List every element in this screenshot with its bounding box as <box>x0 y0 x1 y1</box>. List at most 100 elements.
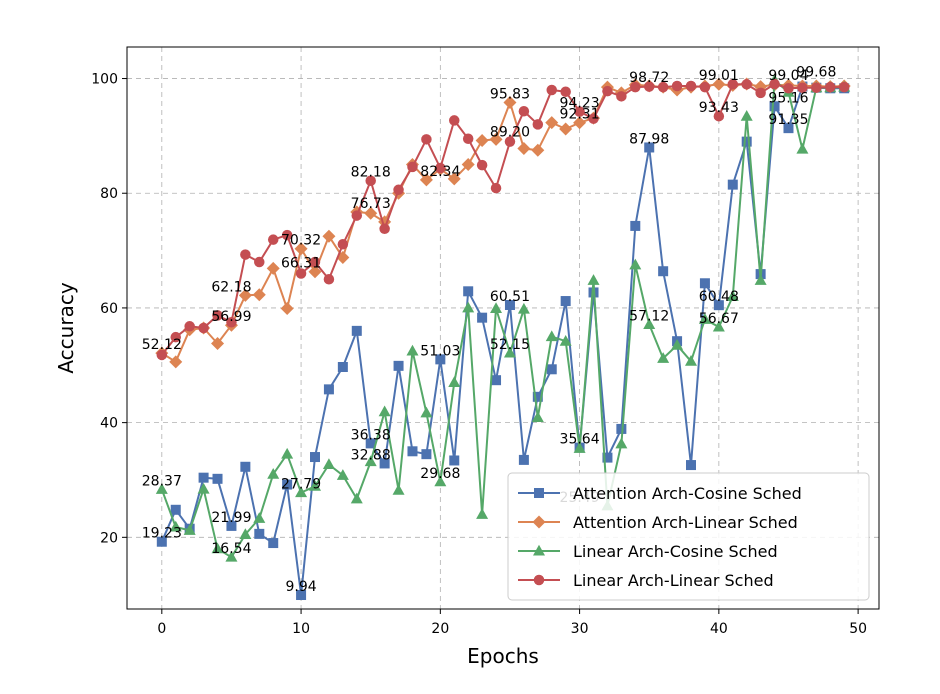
data-point <box>491 375 502 386</box>
data-point <box>323 274 335 285</box>
data-point <box>713 110 725 122</box>
data-point <box>671 80 683 92</box>
x-tick-label: 30 <box>571 621 589 637</box>
data-point <box>337 239 349 250</box>
data-point <box>169 355 183 369</box>
data-point <box>616 423 627 434</box>
data-point <box>420 406 433 418</box>
series-linear-arch-cosine-sched <box>155 74 851 562</box>
data-label: 99.68 <box>796 64 836 80</box>
data-label: 99.04 <box>768 68 808 84</box>
data-point <box>517 302 530 314</box>
data-point <box>644 142 655 153</box>
data-point <box>476 159 488 171</box>
data-point <box>266 261 280 275</box>
y-tick-label: 60 <box>100 301 118 317</box>
plot-frame <box>126 46 880 610</box>
data-point <box>309 480 321 491</box>
data-point <box>238 288 252 302</box>
data-label: 52.12 <box>142 337 182 353</box>
data-point <box>310 452 320 463</box>
data-point <box>657 81 669 93</box>
data-point <box>616 91 627 102</box>
data-point <box>587 274 600 285</box>
data-point <box>211 336 225 350</box>
data-point <box>322 458 335 469</box>
data-point <box>712 320 725 332</box>
data-label: 95.16 <box>768 90 808 106</box>
data-label: 60.51 <box>490 289 530 305</box>
data-point <box>573 116 587 130</box>
data-point <box>476 508 489 519</box>
x-tick-label: 50 <box>849 621 867 637</box>
series-attention-arch-linear-sched <box>155 77 851 369</box>
legend-marker <box>533 544 545 556</box>
data-point <box>462 301 475 313</box>
data-point <box>267 234 279 245</box>
series-lines <box>155 74 851 601</box>
data-point <box>447 172 461 186</box>
data-point <box>531 411 544 422</box>
series-line <box>160 79 845 559</box>
data-label: 62.18 <box>211 279 251 295</box>
data-point <box>323 384 334 395</box>
data-point <box>351 325 362 336</box>
data-label: 27.79 <box>281 477 321 493</box>
data-point <box>741 136 752 147</box>
data-point <box>226 520 237 531</box>
data-point <box>489 132 503 146</box>
data-point <box>475 133 489 147</box>
data-point <box>379 458 390 469</box>
data-point <box>407 446 418 457</box>
data-point <box>365 175 376 186</box>
data-point <box>503 346 516 358</box>
data-point <box>197 482 210 494</box>
data-point <box>546 84 557 96</box>
data-label: 89.20 <box>490 124 530 140</box>
data-point <box>657 352 670 363</box>
data-label: 29.68 <box>420 466 460 482</box>
data-point <box>281 447 294 459</box>
legend-box <box>507 472 870 601</box>
legend-item-attention-arch-linear-sched: Attention Arch-Linear Sched <box>518 513 798 532</box>
data-point <box>630 81 641 93</box>
data-label: 56.67 <box>699 311 739 327</box>
data-point <box>156 536 167 547</box>
data-point <box>336 469 349 480</box>
data-label: 95.83 <box>490 86 530 102</box>
data-point <box>421 449 432 460</box>
y-axis-title: Accuracy <box>54 282 78 373</box>
data-point <box>170 504 181 515</box>
data-point <box>769 101 780 112</box>
data-label: 57.12 <box>629 308 669 324</box>
data-point <box>419 173 433 187</box>
data-point <box>295 486 308 498</box>
data-point <box>560 86 571 97</box>
data-point <box>350 492 363 504</box>
data-point <box>211 542 224 554</box>
data-point <box>322 229 336 243</box>
data-point <box>713 300 724 311</box>
data-point <box>574 106 585 117</box>
data-point <box>699 278 710 289</box>
data-point <box>490 182 502 194</box>
data-point <box>281 229 293 241</box>
data-point <box>406 344 419 356</box>
data-point <box>435 354 446 365</box>
data-label: 70.32 <box>281 233 321 249</box>
data-point <box>615 437 628 449</box>
data-label: 93.43 <box>699 100 739 116</box>
data-point <box>198 322 209 334</box>
legend-marker <box>533 574 545 586</box>
data-point <box>825 81 836 93</box>
data-point <box>461 158 475 172</box>
legend-marker <box>532 515 546 529</box>
data-point <box>517 142 531 156</box>
data-point <box>686 460 696 471</box>
y-tick-label: 20 <box>100 530 118 546</box>
legend-label: Linear Arch-Linear Sched <box>573 571 774 590</box>
data-point <box>267 467 280 479</box>
data-point <box>435 162 446 174</box>
data-point <box>783 83 794 94</box>
